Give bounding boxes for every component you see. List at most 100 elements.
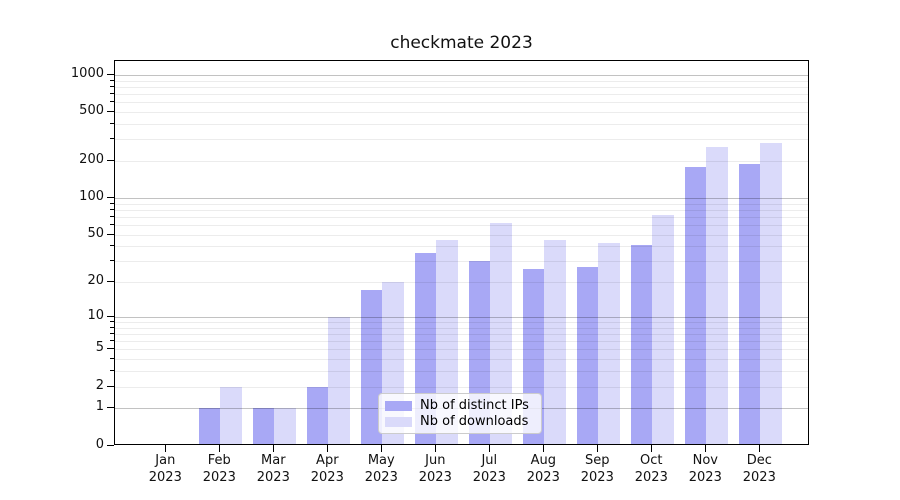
bar-ips-feb (198, 408, 221, 445)
xtick-label-apr: Apr 2023 (310, 453, 344, 485)
gridline-minor-9 (115, 322, 808, 324)
gridline-minor-800 (115, 86, 808, 88)
ytick-minor-mark-70 (110, 215, 114, 217)
ytick-label-500: 500 (79, 103, 104, 119)
bar-downloads-sep (598, 242, 620, 445)
gridline-minor-400 (115, 124, 808, 126)
bar-downloads-dec (760, 143, 782, 445)
gridline-minor-2 (115, 386, 808, 388)
xtick-label-jul: Jul 2023 (472, 453, 506, 485)
xtick-mark-may (381, 444, 383, 452)
bar-ips-sep (576, 266, 599, 445)
ytick-label-10: 10 (87, 307, 104, 323)
gridline-minor-8 (115, 327, 808, 329)
xtick-mark-dec (759, 444, 761, 452)
ytick-minor-mark-8 (110, 326, 114, 328)
ytick-mark-5 (107, 348, 114, 350)
ytick-minor-mark-400 (110, 123, 114, 125)
gridline-minor-20 (115, 282, 808, 284)
gridline-minor-70 (115, 216, 808, 218)
ytick-minor-mark-90 (110, 202, 114, 204)
legend-label-downloads: Nb of downloads (420, 414, 529, 429)
xtick-label-nov: Nov 2023 (688, 453, 722, 485)
gridline-minor-4 (115, 359, 808, 361)
gridline-minor-80 (115, 209, 808, 211)
ytick-minor-mark-4 (110, 358, 114, 360)
gridline-minor-60 (115, 225, 808, 227)
bar-downloads-aug (544, 240, 566, 445)
gridline-minor-40 (115, 246, 808, 248)
bar-downloads-nov (706, 147, 728, 445)
ytick-mark-50 (107, 233, 114, 235)
xtick-label-dec: Dec 2023 (742, 453, 776, 485)
xtick-mark-feb (219, 444, 221, 452)
gridline-minor-30 (115, 261, 808, 263)
gridline-major-100 (115, 198, 808, 199)
legend-entry-downloads: Nb of downloads (385, 414, 533, 430)
xtick-label-mar: Mar 2023 (256, 453, 290, 485)
gridline-major-1000 (115, 75, 808, 76)
xtick-mark-mar (273, 444, 275, 452)
ytick-label-5: 5 (95, 340, 104, 356)
gridline-minor-700 (115, 94, 808, 96)
ytick-label-1000: 1000 (70, 66, 104, 81)
bar-downloads-jul (490, 223, 512, 445)
gridline-minor-3 (115, 371, 808, 373)
xtick-mark-sep (597, 444, 599, 452)
xtick-label-may: May 2023 (364, 453, 398, 485)
ytick-label-2: 2 (95, 377, 104, 393)
bar-ips-mar (252, 408, 275, 445)
ytick-minor-mark-300 (110, 138, 114, 140)
ytick-minor-mark-800 (110, 85, 114, 87)
ytick-minor-mark-40 (110, 245, 114, 247)
legend-label-distinct-ips: Nb of distinct IPs (420, 398, 529, 413)
gridline-major-10 (115, 316, 808, 318)
ytick-mark-20 (107, 281, 114, 283)
xtick-mark-apr (327, 444, 329, 452)
bar-downloads-apr (328, 316, 350, 445)
gridline-minor-500 (115, 112, 808, 114)
xtick-mark-jan (165, 444, 167, 452)
ytick-label-20: 20 (87, 273, 104, 289)
xtick-mark-jun (435, 444, 437, 452)
ytick-minor-mark-7 (110, 332, 114, 334)
ytick-mark-200 (107, 160, 114, 162)
gridline-minor-600 (115, 102, 808, 104)
xtick-mark-nov (705, 444, 707, 452)
ytick-label-100: 100 (79, 189, 104, 204)
bar-downloads-feb (220, 386, 242, 445)
ytick-minor-mark-30 (110, 260, 114, 262)
bar-downloads-mar (274, 408, 296, 445)
ytick-minor-mark-3 (110, 370, 114, 372)
ytick-mark-10 (107, 315, 114, 317)
bar-ips-may (360, 290, 383, 445)
bar-ips-nov (684, 166, 707, 445)
xtick-mark-oct (651, 444, 653, 452)
xtick-mark-aug (543, 444, 545, 452)
ytick-minor-mark-900 (110, 79, 114, 81)
legend-swatch-distinct-ips (385, 401, 412, 411)
ytick-label-0: 0 (95, 436, 104, 452)
ytick-mark-2 (107, 385, 114, 387)
xtick-label-feb: Feb 2023 (202, 453, 236, 485)
ytick-minor-mark-6 (110, 340, 114, 342)
xtick-label-aug: Aug 2023 (526, 453, 560, 485)
legend-swatch-downloads (385, 417, 412, 427)
bar-ips-dec (738, 163, 761, 445)
ytick-minor-mark-700 (110, 93, 114, 95)
ytick-minor-mark-600 (110, 101, 114, 103)
xtick-label-jan: Jan 2023 (148, 453, 182, 485)
legend-entry-distinct-ips: Nb of distinct IPs (385, 398, 533, 414)
gridline-minor-50 (115, 234, 808, 236)
gridline-minor-900 (115, 80, 808, 82)
bar-ips-apr (306, 386, 329, 445)
gridline-minor-6 (115, 341, 808, 343)
ytick-label-1: 1 (95, 399, 104, 415)
gridline-minor-90 (115, 203, 808, 205)
gridline-minor-200 (115, 161, 808, 163)
gridline-minor-300 (115, 139, 808, 141)
ytick-mark-100 (107, 197, 114, 198)
ytick-mark-500 (107, 111, 114, 113)
ytick-minor-mark-9 (110, 321, 114, 323)
